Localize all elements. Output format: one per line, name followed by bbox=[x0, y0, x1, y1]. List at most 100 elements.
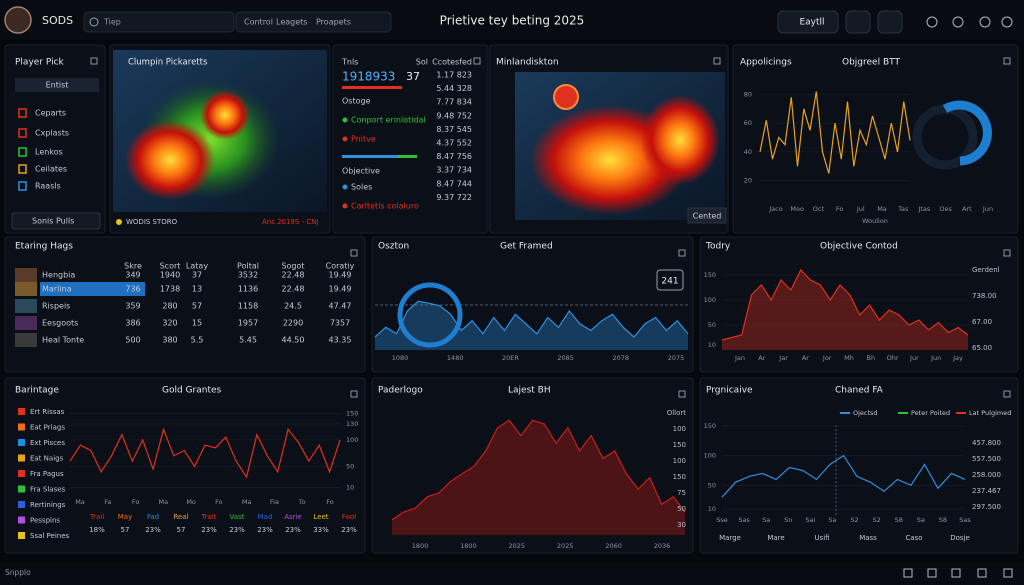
area bbox=[722, 270, 968, 350]
panel-title: Minlandiskton bbox=[496, 58, 559, 68]
y-tick-label: 60 bbox=[744, 119, 752, 127]
side-label: 150 bbox=[673, 473, 686, 481]
panel-menu-icon[interactable] bbox=[473, 57, 481, 65]
panel-subtitle: Objective Contod bbox=[820, 242, 898, 252]
icon-button[interactable] bbox=[877, 10, 903, 34]
item-icon bbox=[18, 147, 27, 157]
toolbar-icon[interactable] bbox=[1001, 16, 1013, 28]
x-tick-label: Oct bbox=[813, 205, 825, 213]
stat-value: 4.37 552 bbox=[436, 139, 472, 148]
toolbar-icon[interactable] bbox=[952, 16, 964, 28]
icon-button[interactable] bbox=[845, 10, 871, 34]
column-header: Skre bbox=[124, 262, 142, 271]
x-tick-label: Sa bbox=[917, 516, 925, 524]
action-button[interactable] bbox=[777, 10, 839, 34]
panel-menu-icon[interactable] bbox=[678, 390, 686, 398]
search-box[interactable] bbox=[83, 11, 235, 33]
stat-label: Ostoge bbox=[342, 97, 371, 106]
legend-label: Peter Poited bbox=[911, 409, 950, 417]
legend-label: Rertinings bbox=[30, 501, 66, 509]
toolbar-icon[interactable] bbox=[926, 16, 938, 28]
table-cell: 13 bbox=[192, 285, 202, 294]
category-label: Fool bbox=[342, 513, 356, 521]
table-cell: 386 bbox=[125, 319, 140, 328]
panel-menu-icon[interactable] bbox=[1003, 249, 1011, 257]
footer-button[interactable] bbox=[11, 212, 101, 230]
x-tick-label: Sn bbox=[784, 516, 792, 524]
list-item[interactable]: Raasls bbox=[35, 182, 61, 191]
table-cell: 359 bbox=[125, 302, 140, 311]
stat-value: 9.48 752 bbox=[436, 111, 472, 120]
x-tick-label: 2036 bbox=[654, 542, 671, 550]
x-tick-label: Sas bbox=[738, 516, 750, 524]
x-tick-label: Jtas bbox=[917, 205, 930, 213]
x-tick-label: 2075 bbox=[668, 354, 685, 362]
search-icon bbox=[89, 17, 99, 27]
status-icon[interactable] bbox=[903, 568, 913, 578]
legend-label: Eat Naigs bbox=[30, 455, 64, 463]
side-label: 557.500 bbox=[972, 455, 1001, 463]
y-tick-label: 150 bbox=[704, 271, 716, 279]
list-item[interactable]: Cxplasts bbox=[35, 129, 69, 138]
x-tick-label: 2025 bbox=[509, 542, 526, 550]
line bbox=[721, 268, 969, 341]
x-tick-label: 2025 bbox=[557, 542, 574, 550]
panel-menu-icon[interactable] bbox=[90, 57, 98, 65]
x-tick-label: Jun bbox=[930, 354, 941, 362]
table-cell: 37 bbox=[192, 271, 202, 280]
tab[interactable]: Leagets bbox=[276, 18, 307, 27]
side-label: 258.000 bbox=[972, 471, 1001, 479]
tab[interactable]: Control bbox=[244, 18, 273, 27]
status-icon[interactable] bbox=[927, 568, 937, 578]
x-tick-label: Fo bbox=[326, 498, 334, 506]
table-cell: 1957 bbox=[238, 319, 258, 328]
toolbar-icon[interactable] bbox=[979, 16, 991, 28]
column-header: Latay bbox=[186, 262, 208, 271]
panel bbox=[371, 377, 694, 554]
list-item[interactable]: Ceilates bbox=[35, 165, 67, 174]
status-icon[interactable] bbox=[977, 568, 987, 578]
category-value: 23% bbox=[285, 526, 301, 534]
panel bbox=[699, 377, 1019, 554]
side-label: 30 bbox=[677, 521, 686, 529]
button[interactable] bbox=[15, 78, 99, 92]
stat-label: Objective bbox=[342, 167, 380, 176]
row-highlight bbox=[40, 282, 145, 296]
stat-label: Pnitve bbox=[351, 135, 376, 144]
category-label: Trail bbox=[89, 513, 104, 521]
x-tick-label: 1800 bbox=[412, 542, 429, 550]
side-label: Ollort bbox=[667, 409, 687, 417]
x-tick-label: 2060 bbox=[605, 542, 622, 550]
y-tick-label: 40 bbox=[744, 148, 752, 156]
table-cell: 57 bbox=[192, 302, 202, 311]
y-tick-label: 10 bbox=[346, 484, 354, 492]
panel-title: Prgnicaive bbox=[706, 386, 753, 396]
panel-menu-icon[interactable] bbox=[1003, 390, 1011, 398]
status-icon[interactable] bbox=[951, 568, 961, 578]
list-item[interactable]: Lenkos bbox=[35, 148, 63, 157]
list-item[interactable]: Ceparts bbox=[35, 109, 66, 118]
side-label: 75 bbox=[677, 489, 686, 497]
x-tick-label: S8 bbox=[939, 516, 947, 524]
x-tick-label: Fo bbox=[836, 205, 844, 213]
panel-menu-icon[interactable] bbox=[350, 249, 358, 257]
panel-menu-icon[interactable] bbox=[713, 57, 721, 65]
table-cell: 1136 bbox=[238, 285, 258, 294]
status-icon[interactable] bbox=[1003, 568, 1013, 578]
column-header: Sogot bbox=[281, 262, 304, 271]
x-tick-label: Jan bbox=[734, 354, 745, 362]
category-value: 18% bbox=[89, 526, 105, 534]
side-label: 297.500 bbox=[972, 503, 1001, 511]
x-tick-label: Ar bbox=[758, 354, 765, 362]
button[interactable] bbox=[687, 207, 727, 224]
table-cell: 22.48 bbox=[282, 271, 305, 280]
y-tick-label: 10 bbox=[708, 505, 716, 513]
panel-menu-icon[interactable] bbox=[678, 249, 686, 257]
tab-group bbox=[235, 11, 392, 33]
x-tick-label: Moo bbox=[790, 205, 804, 213]
status-bar bbox=[0, 562, 1024, 585]
tab[interactable]: Proapets bbox=[316, 18, 351, 27]
panel-menu-icon[interactable] bbox=[1003, 57, 1011, 65]
stat-value: 3.37 734 bbox=[436, 166, 472, 175]
panel-menu-icon[interactable] bbox=[350, 390, 358, 398]
